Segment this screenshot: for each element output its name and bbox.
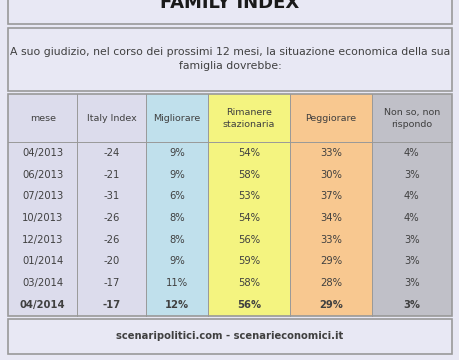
Text: 3%: 3% [403, 235, 419, 245]
Text: Peggiorare: Peggiorare [305, 114, 356, 123]
Text: 9%: 9% [168, 256, 184, 266]
Text: Non so, non
rispondo: Non so, non rispondo [383, 108, 439, 129]
Text: 28%: 28% [319, 278, 341, 288]
Text: 4%: 4% [403, 213, 419, 223]
Bar [8, 28, 451, 91]
Text: 34%: 34% [319, 213, 341, 223]
Text: Migliorare: Migliorare [153, 114, 200, 123]
Bar [8, 94, 451, 316]
Text: 37%: 37% [319, 191, 341, 201]
Text: 3%: 3% [403, 278, 419, 288]
Text: 56%: 56% [236, 300, 260, 310]
Bar [207, 94, 289, 316]
Text: -20: -20 [103, 256, 119, 266]
Bar [371, 94, 451, 316]
Text: 59%: 59% [237, 256, 259, 266]
Text: 30%: 30% [319, 170, 341, 180]
Text: 3%: 3% [403, 300, 420, 310]
Text: 29%: 29% [319, 256, 341, 266]
Text: 58%: 58% [237, 278, 259, 288]
Bar [8, 0, 451, 24]
Text: 6%: 6% [168, 191, 184, 201]
Text: 8%: 8% [168, 235, 184, 245]
Text: 58%: 58% [237, 170, 259, 180]
Text: FAMILY INDEX: FAMILY INDEX [160, 0, 299, 12]
Text: 4%: 4% [403, 148, 419, 158]
Text: Rimanere
stazionaria: Rimanere stazionaria [222, 108, 274, 129]
Text: -24: -24 [103, 148, 119, 158]
Text: 54%: 54% [237, 148, 259, 158]
Text: 06/2013: 06/2013 [22, 170, 63, 180]
Text: 54%: 54% [237, 213, 259, 223]
Text: 33%: 33% [319, 148, 341, 158]
Text: 12%: 12% [164, 300, 189, 310]
Text: 53%: 53% [237, 191, 259, 201]
Bar [8, 319, 451, 354]
Text: 01/2014: 01/2014 [22, 256, 63, 266]
Text: 12/2013: 12/2013 [22, 235, 63, 245]
Text: 04/2013: 04/2013 [22, 148, 63, 158]
Text: -31: -31 [103, 191, 119, 201]
Text: 56%: 56% [237, 235, 259, 245]
Text: -17: -17 [102, 300, 120, 310]
Text: 29%: 29% [318, 300, 342, 310]
Text: 03/2014: 03/2014 [22, 278, 63, 288]
Text: 3%: 3% [403, 170, 419, 180]
Text: 9%: 9% [168, 148, 184, 158]
Text: -21: -21 [103, 170, 119, 180]
Text: -17: -17 [103, 278, 119, 288]
Text: -26: -26 [103, 235, 119, 245]
Text: scenaripolitici.com - scenarieconomici.it: scenaripolitici.com - scenarieconomici.i… [116, 332, 343, 341]
Bar [289, 94, 371, 316]
Text: 4%: 4% [403, 191, 419, 201]
Text: 3%: 3% [403, 256, 419, 266]
Text: 04/2014: 04/2014 [20, 300, 65, 310]
Text: mese: mese [29, 114, 56, 123]
Text: Italy Index: Italy Index [86, 114, 136, 123]
Bar [146, 94, 207, 316]
Text: 10/2013: 10/2013 [22, 213, 63, 223]
Bar [77, 94, 146, 316]
Text: -26: -26 [103, 213, 119, 223]
Text: 07/2013: 07/2013 [22, 191, 63, 201]
Text: A suo giudizio, nel corso dei prossimi 12 mesi, la situazione economica della su: A suo giudizio, nel corso dei prossimi 1… [10, 47, 449, 71]
Text: 9%: 9% [168, 170, 184, 180]
Bar [8, 94, 77, 316]
Text: 33%: 33% [319, 235, 341, 245]
Text: 11%: 11% [165, 278, 187, 288]
Text: 8%: 8% [168, 213, 184, 223]
